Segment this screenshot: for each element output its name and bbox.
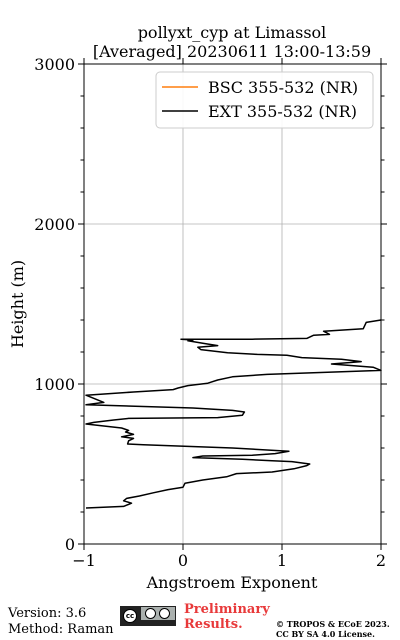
x-axis-label: Angstroem Exponent [146, 573, 318, 592]
angstroem-profile-chart: pollyxt_cyp at Limassol [Averaged] 20230… [8, 23, 387, 592]
series-line-1 [85, 319, 382, 509]
preliminary-line-2: Results. [184, 617, 243, 632]
copyright-line-2: CC BY SA 4.0 License. [276, 629, 375, 639]
chart-title-line-1: pollyxt_cyp at Limassol [138, 23, 327, 42]
copyright-note: © TROPOS & ECoE 2023. CC BY SA 4.0 Licen… [276, 619, 390, 639]
x-tick-label-1: 0 [178, 551, 188, 570]
version-text: Version: 3.6 [8, 606, 87, 621]
preliminary-line-1: Preliminary [184, 602, 270, 617]
preliminary-results-note: Preliminary Results. [184, 602, 270, 632]
legend-label-ext: EXT 355-532 (NR) [208, 102, 357, 121]
axis-ticks [78, 58, 387, 550]
y-tick-label-2: 2000 [34, 215, 75, 234]
method-text: Method: Raman [8, 622, 114, 637]
y-tick-label-0: 0 [65, 535, 75, 554]
chart-title-line-2: [Averaged] 20230611 13:00-13:59 [93, 42, 371, 61]
x-tick-label-2: 1 [277, 551, 287, 570]
y-axis-label: Height (m) [8, 260, 27, 348]
plot-frame [83, 63, 382, 545]
x-tick-label-0: −1 [72, 551, 96, 570]
series-layer [85, 319, 382, 509]
y-tick-label-1: 1000 [34, 375, 75, 394]
legend-label-bsc: BSC 355-532 (NR) [208, 78, 358, 97]
copyright-line-1: © TROPOS & ECoE 2023. [276, 619, 390, 629]
legend-box [155, 71, 374, 129]
legend: BSC 355-532 (NR) EXT 355-532 (NR) [155, 71, 374, 129]
cc-by-sa-license-icon: cc [120, 606, 176, 626]
y-tick-label-3: 3000 [34, 55, 75, 74]
grid-lines [83, 63, 382, 545]
x-tick-label-3: 2 [376, 551, 386, 570]
